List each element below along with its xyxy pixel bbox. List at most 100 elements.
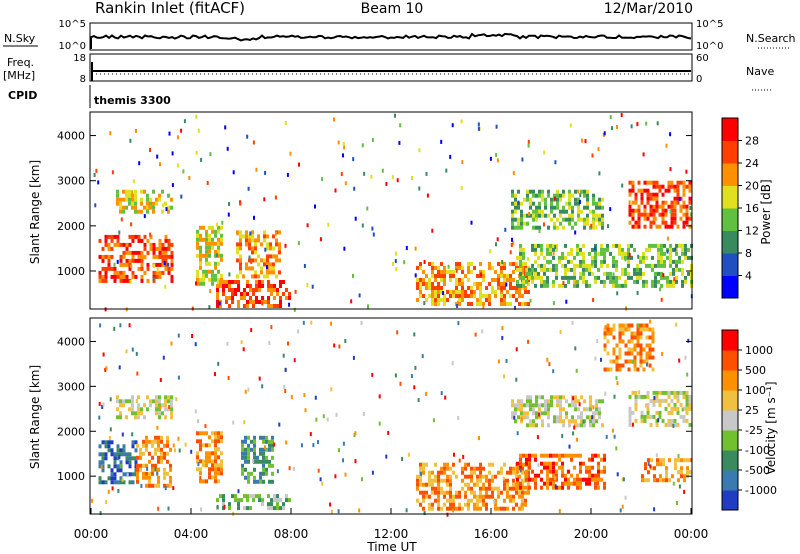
heatmap-cell — [477, 126, 480, 131]
heatmap-cell — [241, 439, 244, 444]
heatmap-cell — [675, 275, 678, 280]
heatmap-cell — [265, 455, 268, 460]
heatmap-cell — [470, 270, 473, 274]
heatmap-cell — [306, 223, 309, 228]
heatmap-cell — [680, 466, 683, 471]
heatmap-cell — [131, 407, 134, 412]
heatmap-cell — [535, 423, 538, 428]
heatmap-cell — [273, 296, 276, 300]
heatmap-cell — [117, 488, 120, 493]
heatmap-cell — [627, 271, 630, 276]
heatmap-cell — [553, 395, 556, 400]
heatmap-cell — [118, 230, 121, 235]
heatmap-cell — [582, 243, 585, 248]
heatmap-cell — [597, 453, 600, 458]
heatmap-cell — [95, 168, 98, 173]
heatmap-cell — [657, 247, 660, 252]
heatmap-cell — [543, 267, 546, 272]
heatmap-cell — [476, 302, 479, 306]
heatmap-cell — [673, 220, 677, 225]
heatmap-cell — [122, 452, 126, 457]
heatmap-cell — [122, 472, 126, 477]
heatmap-cell — [125, 193, 128, 198]
heatmap-cell — [248, 255, 251, 260]
heatmap-cell — [679, 402, 683, 407]
heatmap-cell — [659, 462, 662, 467]
heatmap-cell — [219, 280, 222, 284]
heatmap-cell — [683, 458, 686, 463]
heatmap-cell — [196, 459, 199, 464]
heatmap-cell — [267, 288, 270, 292]
heatmap-cell — [243, 506, 246, 511]
heatmap-cell — [253, 467, 256, 472]
heatmap-cell — [612, 323, 616, 328]
heatmap-cell — [516, 481, 519, 486]
heatmap-cell — [107, 489, 110, 494]
heatmap-cell — [658, 390, 662, 395]
heatmap-cell — [673, 196, 677, 201]
heatmap-cell — [231, 494, 234, 499]
heatmap-cell — [503, 262, 506, 266]
velocity-heatmap — [91, 319, 693, 517]
heatmap-cell — [140, 411, 143, 416]
heatmap-cell — [252, 140, 255, 145]
heatmap-cell — [678, 259, 681, 264]
heatmap-cell — [455, 294, 458, 298]
heatmap-cell — [574, 230, 577, 235]
heatmap-cell — [535, 205, 538, 210]
heatmap-cell — [558, 283, 561, 288]
heatmap-cell — [104, 440, 108, 445]
heatmap-cell — [597, 481, 599, 486]
heatmap-cell — [134, 205, 137, 210]
heatmap-cell — [518, 290, 521, 294]
colorbar-swatch — [722, 470, 738, 491]
heatmap-cell — [488, 262, 491, 266]
heatmap-cell — [543, 453, 546, 458]
heatmap-cell — [512, 278, 515, 282]
heatmap-cell — [107, 234, 111, 239]
heatmap-cell — [519, 461, 522, 466]
heatmap-cell — [239, 238, 242, 243]
heatmap-cell — [538, 201, 541, 206]
heatmap-cell — [107, 266, 111, 271]
heatmap-cell — [552, 461, 555, 466]
heatmap-cell — [684, 275, 687, 280]
heatmap-cell — [637, 180, 641, 185]
heatmap-cell — [131, 399, 134, 404]
heatmap-cell — [122, 209, 125, 214]
heatmap-cell — [107, 448, 111, 453]
heatmap-cell — [628, 208, 632, 213]
heatmap-cell — [154, 483, 157, 488]
heatmap-cell — [164, 403, 167, 408]
heatmap-cell — [134, 201, 137, 206]
heatmap-cell — [491, 490, 494, 495]
heatmap-cell — [519, 481, 522, 486]
heatmap-cell — [236, 242, 239, 247]
heatmap-cell — [664, 406, 668, 411]
heatmap-cell — [101, 480, 105, 485]
heatmap-cell — [645, 255, 648, 260]
heatmap-cell — [592, 298, 595, 302]
heatmap-cell — [660, 275, 663, 280]
heatmap-cell — [631, 180, 635, 185]
heatmap-cell — [252, 459, 255, 464]
heatmap-cell — [258, 498, 261, 503]
heatmap-cell — [535, 213, 538, 218]
heatmap-cell — [525, 267, 528, 272]
heatmap-cell — [675, 267, 678, 272]
heatmap-cell — [413, 332, 416, 337]
heatmap-cell — [247, 443, 250, 448]
heatmap-cell — [570, 259, 573, 264]
heatmap-cell — [208, 269, 211, 274]
heatmap-cell — [163, 261, 166, 265]
heatmap-cell — [330, 321, 332, 326]
heatmap-cell — [231, 288, 234, 292]
heatmap-cell — [321, 481, 324, 486]
heatmap-cell — [582, 279, 585, 284]
heatmap-cell — [236, 258, 239, 263]
heatmap-cell — [254, 242, 257, 247]
heatmap-cell — [394, 251, 397, 256]
heatmap-cell — [555, 275, 558, 280]
heatmap-cell — [664, 188, 668, 193]
colorbar-swatch — [722, 410, 738, 431]
